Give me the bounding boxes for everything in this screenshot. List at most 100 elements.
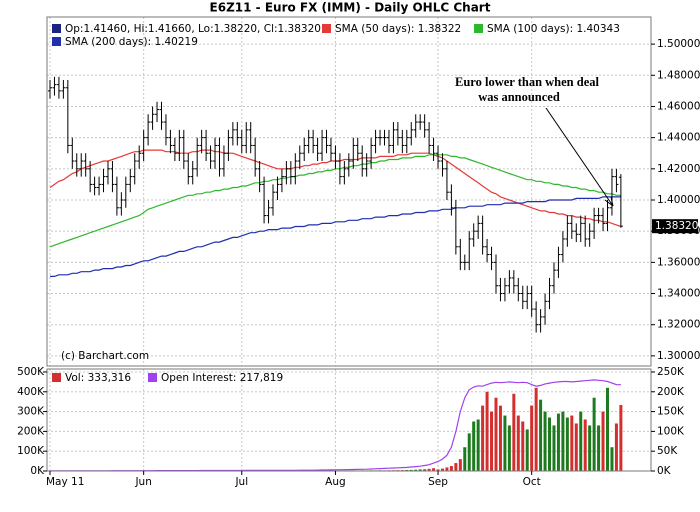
- volume-bar: [583, 419, 587, 471]
- legend-swatch: [52, 37, 61, 46]
- y-tick-label: 200K: [17, 425, 45, 437]
- y-tick-label: 0K: [30, 465, 45, 477]
- arrow-head: [604, 196, 614, 207]
- volume-bar: [606, 387, 609, 471]
- volume-bar: [619, 404, 623, 471]
- y-tick-label: 1.44000: [657, 132, 700, 144]
- legend-label: SMA (50 days): 1.38322: [335, 23, 461, 35]
- volume-bar: [418, 469, 422, 471]
- volume-bar: [445, 467, 449, 471]
- volume-bar: [490, 411, 494, 471]
- legend-swatch: [52, 373, 61, 382]
- volume-bar: [552, 425, 556, 471]
- y-tick-label: 1.36000: [657, 256, 700, 268]
- volume-bar: [476, 419, 480, 471]
- y-tick-label: 300K: [17, 406, 45, 418]
- annotation: Euro lower than when deal: [455, 75, 600, 89]
- volume-bar: [565, 417, 569, 471]
- volume-bar: [534, 387, 538, 471]
- y-tick-label: 1.42000: [657, 163, 700, 175]
- volume-panel-frame: [46, 368, 652, 472]
- volume-bar: [432, 468, 436, 471]
- last-price-box: [652, 219, 698, 234]
- x-tick-label: Oct: [523, 476, 541, 488]
- legend-swatch: [52, 24, 61, 33]
- volume-bar: [614, 423, 618, 471]
- volume-bar: [485, 391, 489, 471]
- volume-bar: [423, 469, 427, 471]
- volume-bar: [521, 421, 525, 471]
- volume-bar: [543, 411, 547, 471]
- y-tick-label: 1.48000: [657, 69, 700, 81]
- y-tick-label: 100K: [17, 445, 45, 457]
- legend-label: SMA (200 days): 1.40219: [65, 36, 198, 48]
- volume-bar: [548, 417, 552, 471]
- volume-bar: [440, 468, 444, 471]
- x-tick-label: Jul: [234, 476, 248, 488]
- y-tick-label: 1.40000: [657, 194, 700, 206]
- legend-label: SMA (100 days): 1.40343: [487, 23, 620, 35]
- credit: (c) Barchart.com: [61, 350, 149, 362]
- volume-bar: [458, 459, 462, 471]
- volume-bar: [481, 405, 485, 471]
- volume-bar: [449, 466, 453, 471]
- volume-bar: [556, 413, 560, 471]
- legend-swatch: [148, 373, 157, 382]
- x-tick-label: May 11: [46, 476, 84, 488]
- volume-bar: [454, 463, 458, 471]
- volume-bar: [409, 469, 413, 471]
- volume-bar: [561, 411, 565, 471]
- y-tick-label: 1.50000: [657, 38, 700, 50]
- volume-bar: [463, 447, 467, 471]
- volume-bar: [610, 447, 614, 471]
- y2-tick-label: 200K: [657, 386, 685, 398]
- volume-bar: [512, 393, 516, 471]
- volume-bar: [597, 425, 601, 471]
- y2-tick-label: 250K: [657, 366, 685, 378]
- volume-bar: [570, 415, 574, 471]
- y-tick-label: 1.32000: [657, 319, 700, 331]
- y-tick-label: 500K: [17, 366, 45, 378]
- sma-line: [50, 196, 621, 277]
- volume-bar: [467, 433, 471, 471]
- labels: 1.300001.320001.340001.360001.380001.400…: [17, 23, 700, 488]
- volume-bar: [503, 415, 507, 471]
- volume-bar: [601, 411, 605, 471]
- volume-bar: [498, 405, 502, 471]
- x-tick-label: Jun: [134, 476, 151, 488]
- volume-bar: [574, 423, 578, 471]
- y2-tick-label: 0K: [657, 465, 672, 477]
- volume-bar: [592, 397, 596, 471]
- volume-bar: [539, 399, 543, 471]
- annotation-arrow: [545, 107, 614, 207]
- volume-bar: [530, 405, 534, 471]
- y2-tick-label: 150K: [657, 406, 685, 418]
- volume-bar: [507, 425, 511, 471]
- volume-bar: [579, 411, 583, 471]
- y2-tick-label: 100K: [657, 425, 685, 437]
- volume-bar: [525, 429, 529, 471]
- grid: [47, 17, 651, 472]
- x-tick-label: Sep: [428, 476, 448, 488]
- annotation: was announced: [478, 90, 560, 104]
- y-tick-label: 1.34000: [657, 288, 700, 300]
- y2-tick-label: 50K: [657, 445, 678, 457]
- legend-label: Op:1.41460, Hi:1.41660, Lo:1.38220, Cl:1…: [65, 23, 321, 35]
- legend-label: Vol: 333,316: [65, 372, 131, 384]
- y-tick-label: 1.30000: [657, 350, 700, 362]
- legend-swatch: [322, 24, 331, 33]
- volume-bar: [427, 468, 431, 471]
- y-tick-label: 400K: [17, 386, 45, 398]
- x-tick-label: Aug: [325, 476, 346, 488]
- volume-bar: [516, 415, 520, 471]
- volume-bar: [472, 421, 476, 471]
- chart-title: E6Z11 - Euro FX (IMM) - Daily OHLC Chart: [210, 1, 491, 15]
- volume-bar: [494, 397, 498, 471]
- volume-bar: [436, 469, 440, 471]
- y-tick-label: 1.46000: [657, 100, 700, 112]
- legend-swatch: [474, 24, 483, 33]
- volume-bar: [588, 425, 592, 471]
- last-price-label: 1.38320: [655, 220, 698, 232]
